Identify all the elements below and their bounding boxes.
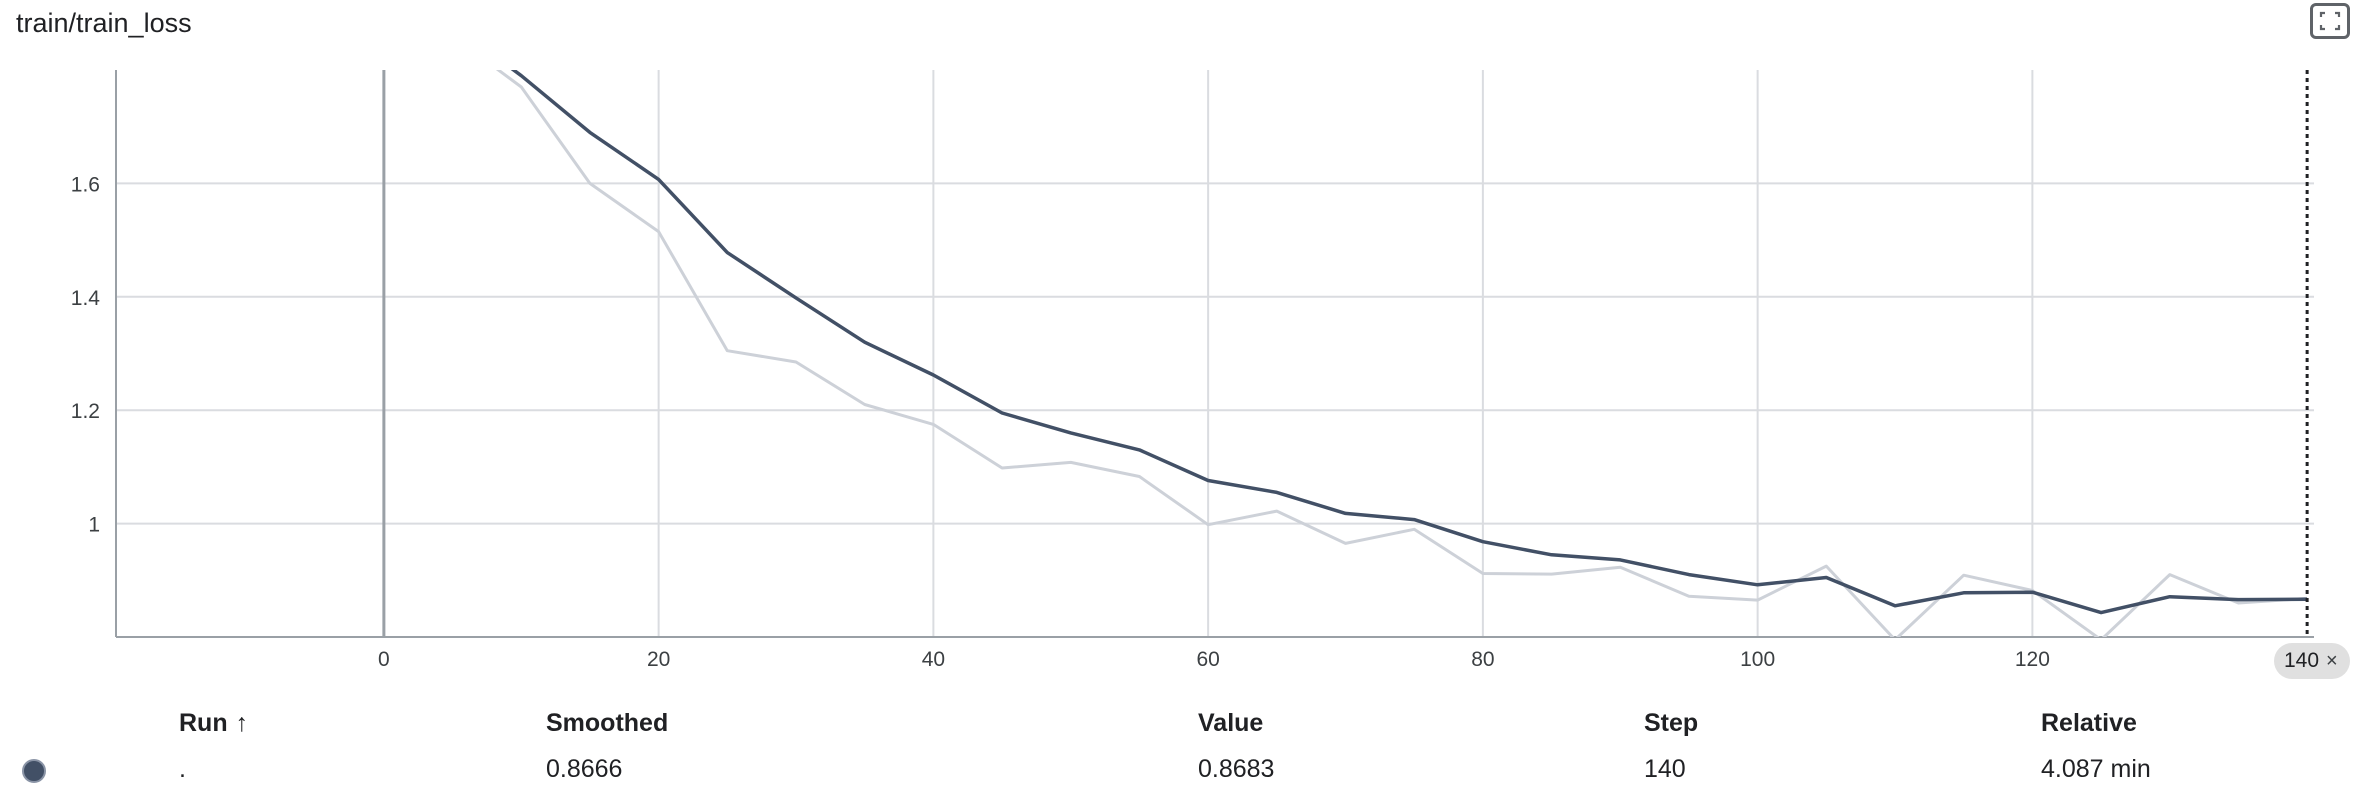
y-tick-label: 1.2	[71, 400, 100, 423]
y-tick-label: 1.6	[71, 173, 100, 196]
step-chip-label: 140	[2284, 649, 2320, 672]
x-tick-label: 20	[647, 648, 670, 671]
relative-time: 4.087 min	[2041, 755, 2151, 783]
column-header-step[interactable]: Step	[1644, 709, 1699, 737]
sort-ascending-icon: ↑	[235, 709, 249, 737]
run-color-dot	[22, 759, 46, 783]
column-header-smoothed[interactable]: Smoothed	[546, 709, 669, 737]
series-line-value	[495, 70, 2308, 637]
x-tick-label: 100	[1740, 648, 1775, 671]
card-title: train/train_loss	[16, 8, 192, 38]
x-tick-label: 0	[378, 648, 390, 671]
loss-chart[interactable]: 1 1.2 1.4 1.6 0 20 40 60 80 100 120	[0, 0, 2360, 700]
column-header-run[interactable]: Run ↑	[179, 703, 248, 743]
x-tick-label: 80	[1471, 648, 1494, 671]
column-header-value[interactable]: Value	[1198, 709, 1264, 737]
close-icon[interactable]: ×	[2326, 650, 2338, 672]
series-group	[495, 70, 2308, 637]
table-header: Run ↑ Smoothed Value Step Relative	[0, 703, 2360, 743]
raw-value: 0.8683	[1198, 755, 1275, 783]
table-row: . 0.8666 0.8683 140 4.087 min	[0, 749, 2360, 793]
series-line-smoothed	[510, 70, 2308, 615]
run-header-label: Run	[179, 709, 228, 737]
column-header-relative[interactable]: Relative	[2041, 709, 2137, 737]
x-tick-label: 60	[1196, 648, 1219, 671]
y-tick-label: 1.4	[71, 287, 101, 310]
y-tick-label: 1	[88, 514, 100, 537]
fullscreen-button[interactable]	[2310, 3, 2350, 39]
run-name: .	[179, 755, 186, 783]
step-chip[interactable]: 140 ×	[2274, 643, 2350, 679]
fullscreen-icon	[2319, 11, 2341, 31]
step-value: 140	[1644, 755, 1686, 783]
x-tick-label: 40	[922, 648, 945, 671]
smoothed-value: 0.8666	[546, 755, 623, 783]
x-tick-label: 120	[2015, 648, 2050, 671]
